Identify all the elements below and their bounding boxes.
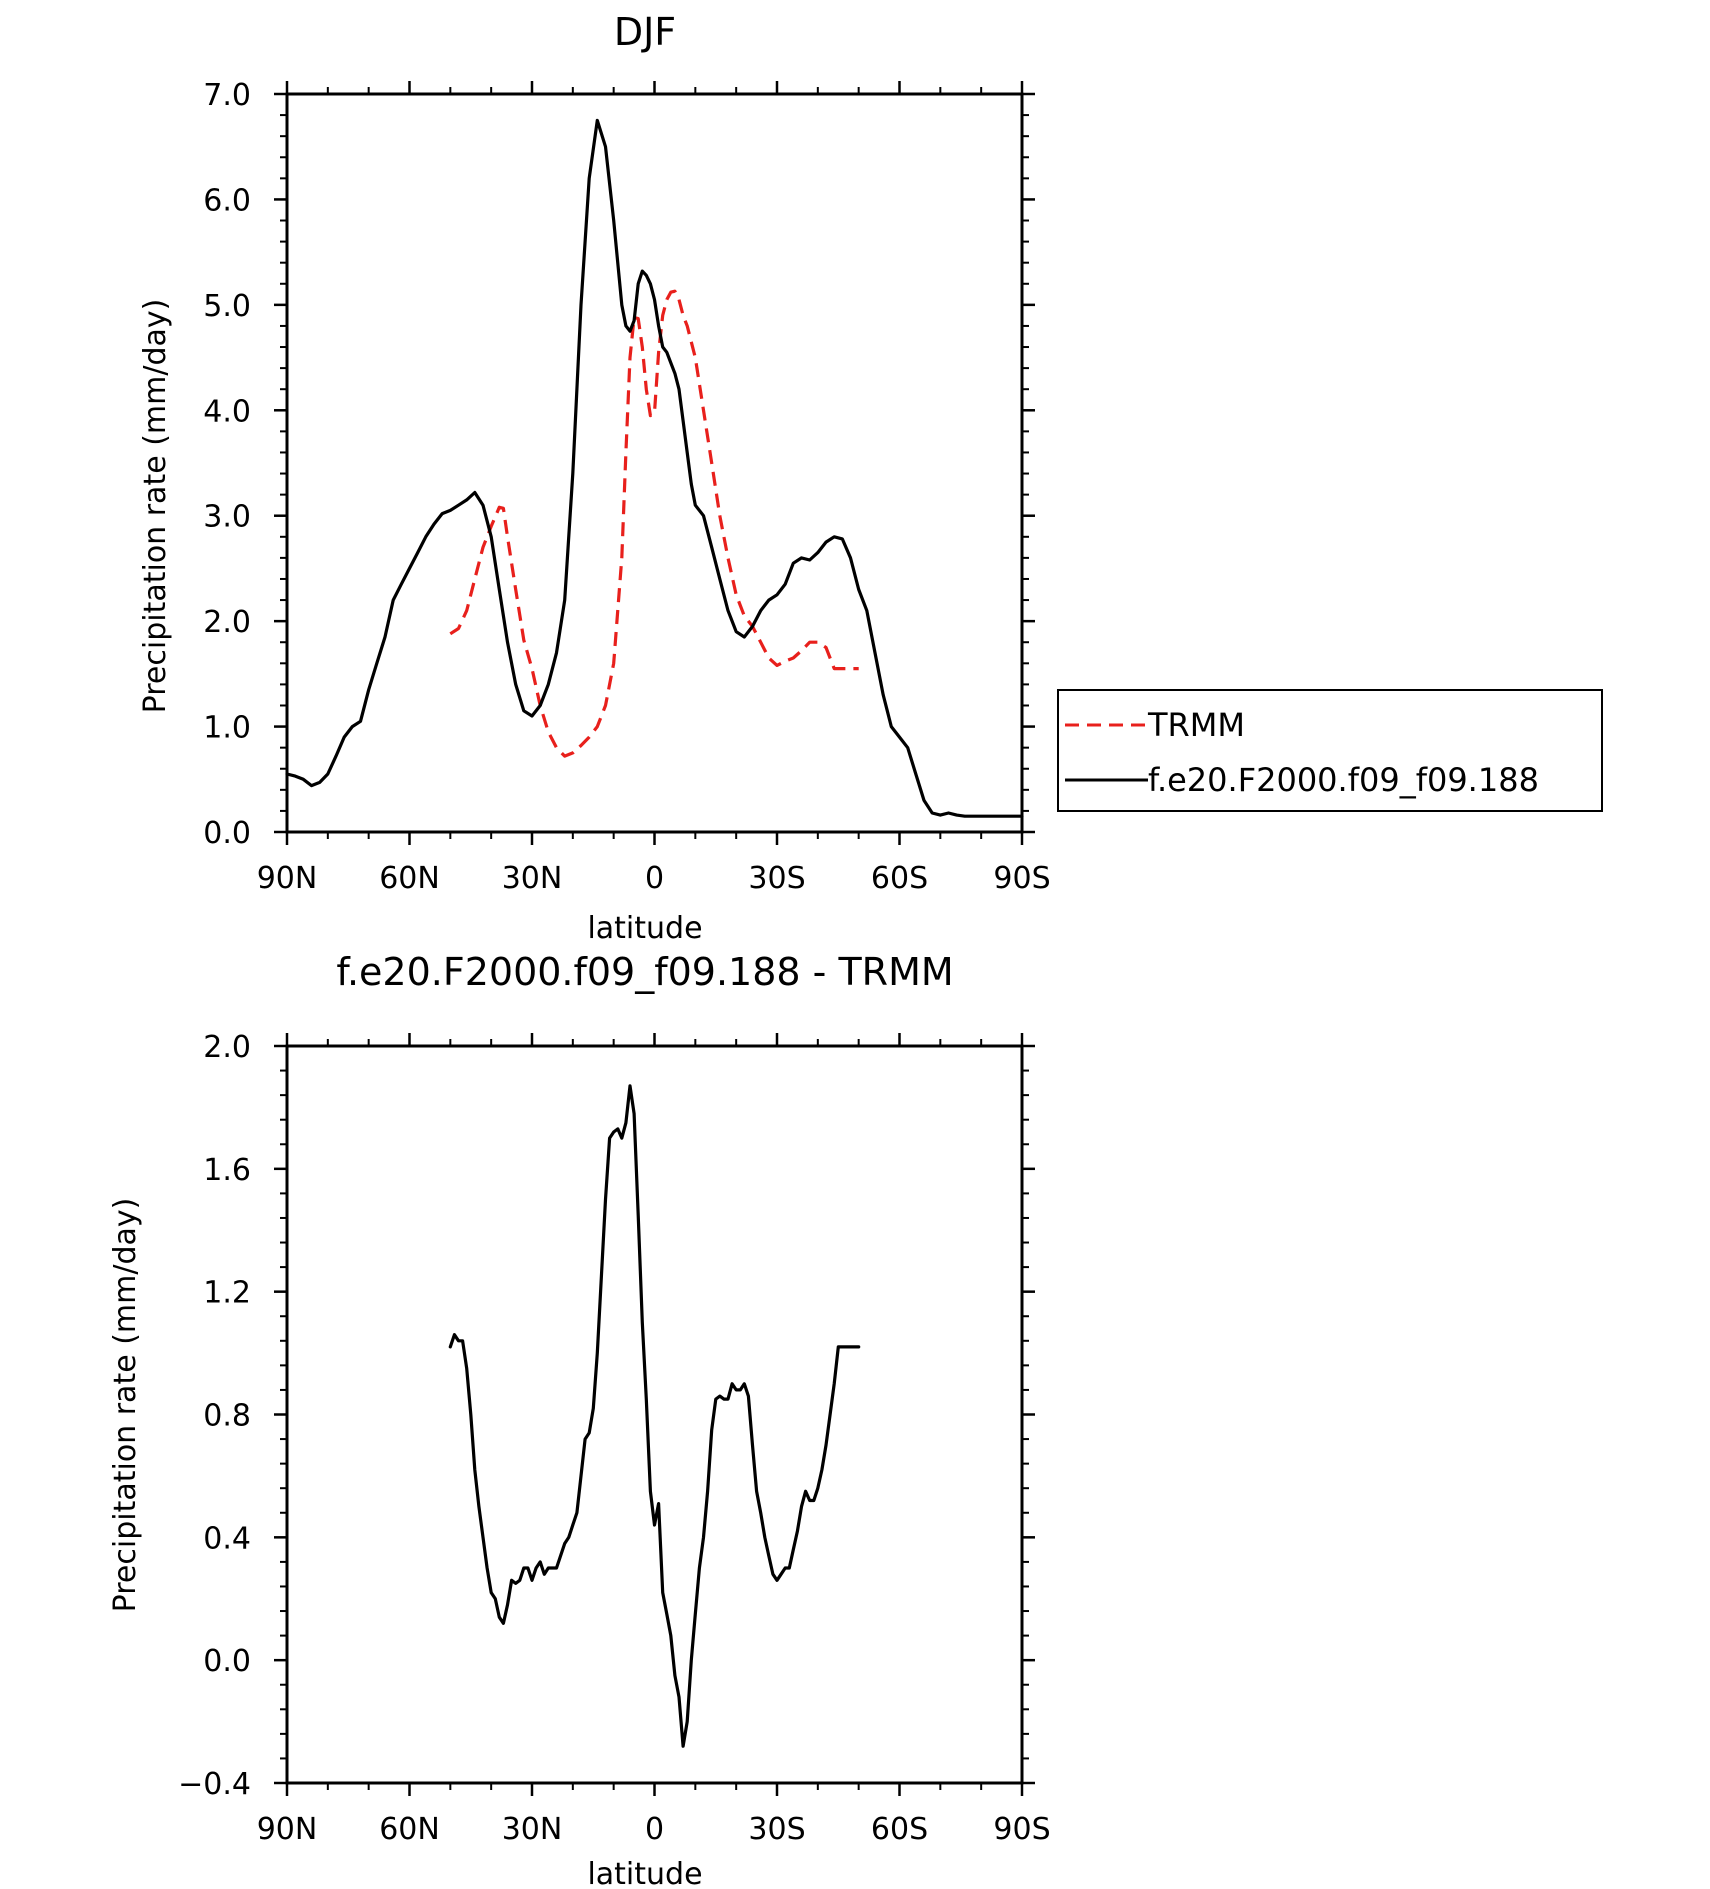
x-tick-label: 30N	[502, 1812, 563, 1847]
plot-frame	[285, 92, 1024, 834]
series-line-trmm	[449, 289, 859, 758]
panel-bottom: f.e20.F2000.f09_f09.188 - TRMM 90N 60N 30N…	[108, 950, 1051, 1889]
y-tick-label: 0.0	[203, 816, 251, 851]
x-tick-label: 0	[645, 1812, 664, 1847]
y-tick-label: 5.0	[203, 289, 251, 324]
x-tick-label: 90S	[993, 861, 1050, 896]
legend-label-trmm: TRMM	[1147, 706, 1245, 744]
x-axis-label: latitude	[587, 1857, 702, 1889]
series-line-model	[285, 118, 1024, 818]
top-series	[285, 118, 1024, 818]
y-tick-label: 1.0	[203, 711, 251, 746]
y-tick-label: 0.0	[203, 1644, 251, 1679]
legend-box	[1057, 689, 1603, 812]
x-tick-label: 30S	[748, 861, 805, 896]
y-axis-label: Precipitation rate (mm/day)	[138, 299, 173, 714]
y-axis-label: Precipitation rate (mm/day)	[108, 1198, 143, 1613]
x-tick-label: 90N	[257, 1812, 318, 1847]
x-tick-label: 30N	[502, 861, 563, 896]
x-axis-label: latitude	[587, 911, 702, 946]
y-tick-label: 0.4	[203, 1521, 251, 1556]
x-tick-label: 60N	[379, 1812, 440, 1847]
plot-frame	[285, 1044, 1024, 1785]
panel-top: DJF 90N 60N 30N 0 30S 60S 90S 0.0 1.0 2.0 3.0 4.0 5.…	[138, 10, 1051, 946]
top-axes: 90N 60N 30N 0 30S 60S 90S 0.0 1.0 2.0 3.0 4.0 5.0 6.0…	[203, 78, 1050, 896]
chart-title: DJF	[614, 10, 676, 54]
y-tick-label: 2.0	[203, 1030, 251, 1065]
x-tick-label: 60S	[871, 861, 928, 896]
x-tick-label: 0	[645, 861, 664, 896]
y-tick-label: 4.0	[203, 394, 251, 429]
series-line-difference	[448, 1084, 861, 1748]
y-tick-label: 0.8	[203, 1399, 251, 1434]
x-tick-label: 90S	[993, 1812, 1050, 1847]
y-tick-label: 6.0	[203, 183, 251, 218]
y-tick-label: 1.2	[203, 1276, 251, 1311]
y-tick-label: 1.6	[203, 1153, 251, 1188]
chart-title: f.e20.F2000.f09_f09.188 - TRMM	[336, 950, 953, 994]
x-tick-label: 90N	[257, 861, 318, 896]
legend-label-model: f.e20.F2000.f09_f09.188	[1148, 761, 1539, 799]
y-tick-label: −0.4	[178, 1767, 251, 1802]
y-tick-label: 3.0	[203, 500, 251, 535]
legend: TRMM f.e20.F2000.f09_f09.188	[1057, 689, 1603, 812]
x-tick-label: 60S	[871, 1812, 928, 1847]
x-tick-label: 60N	[379, 861, 440, 896]
y-tick-label: 2.0	[203, 605, 251, 640]
y-tick-label: 7.0	[203, 78, 251, 113]
bottom-series	[448, 1084, 861, 1748]
bottom-axes: 90N 60N 30N 0 30S 60S 90S −0.4 0.0 0.4 0.8 1.2 1.6 2.…	[178, 1030, 1050, 1847]
x-tick-label: 30S	[748, 1812, 805, 1847]
